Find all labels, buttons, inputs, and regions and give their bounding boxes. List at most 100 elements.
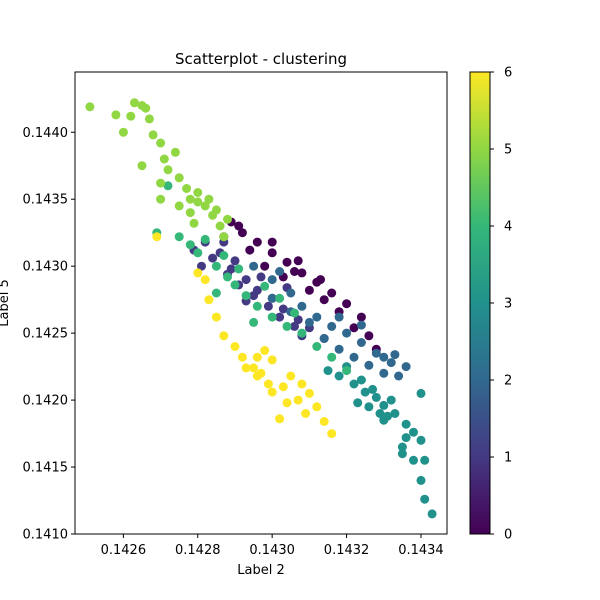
scatter-point: [163, 181, 173, 191]
scatter-point: [319, 334, 329, 343]
scatter-point: [360, 387, 370, 397]
scatter-point: [319, 295, 329, 305]
scatter-point: [267, 387, 277, 397]
scatter-point: [386, 395, 396, 405]
scatter-point: [137, 161, 147, 171]
scatter-point: [193, 248, 203, 258]
scatter-point: [327, 352, 337, 362]
scatter-point: [356, 338, 366, 347]
scatter-point: [356, 320, 366, 330]
scatter-point: [275, 414, 285, 424]
scatter-point: [237, 352, 247, 362]
scatter-point: [256, 272, 266, 282]
scatter-point: [85, 102, 95, 112]
scatter-point: [334, 371, 344, 381]
scatter-point: [394, 371, 404, 381]
scatter-point: [263, 301, 273, 311]
colorbar-ticks: 0 1 2 3 4 5 6: [490, 66, 512, 543]
plot-frame: [74, 71, 448, 535]
scatter-point: [230, 342, 240, 351]
x-tick-label: 0.1430: [249, 543, 295, 558]
scatter-point: [245, 245, 255, 255]
scatter-point: [211, 312, 221, 322]
scatter-point: [219, 251, 229, 260]
scatter-point: [163, 165, 173, 175]
scatter-point: [130, 98, 139, 108]
scatter-point: [356, 375, 366, 385]
scatter-point: [275, 267, 285, 276]
y-tick-label: 0.1410: [23, 528, 69, 543]
scatter-point: [286, 288, 296, 298]
scatter-point: [286, 371, 296, 381]
scatter-point: [416, 475, 426, 485]
scatter-point: [241, 291, 251, 301]
scatter-point: [197, 261, 206, 271]
scatter-point: [156, 194, 166, 204]
scatter-point: [189, 218, 199, 228]
x-tick-label: 0.1426: [101, 543, 147, 558]
scatter-point: [401, 419, 411, 429]
scatter-point: [401, 433, 411, 443]
scatter-point: [249, 291, 259, 301]
scatter-point: [349, 379, 359, 389]
scatter-point: [249, 363, 259, 373]
scatter-point: [185, 194, 195, 204]
scatter-point: [260, 346, 270, 355]
x-axis-ticks: 0.1426 0.1428 0.1430 0.1432 0.1434: [101, 534, 444, 558]
colorbar-tick-label: 0: [504, 528, 512, 543]
scatter-point: [290, 308, 299, 318]
scatter-point: [223, 272, 232, 282]
scatter-point: [416, 388, 426, 398]
colorbar-tick-label: 3: [504, 297, 512, 312]
scatter-point: [230, 256, 240, 266]
y-tick-label: 0.1430: [23, 260, 69, 275]
y-tick-label: 0.1420: [23, 394, 69, 409]
scatter-point: [170, 147, 180, 157]
x-tick-label: 0.1428: [175, 543, 221, 558]
scatter-point: [275, 312, 285, 322]
scatter-point: [386, 358, 396, 368]
scatter-point: [211, 261, 221, 271]
scatter-point: [427, 509, 437, 519]
scatter-point: [334, 344, 344, 354]
scatter-point: [263, 379, 273, 389]
scatter-point: [420, 455, 430, 465]
scatter-point: [371, 348, 381, 358]
scatter-point: [397, 449, 407, 459]
scatter-point: [290, 321, 299, 331]
scatter-point: [204, 295, 214, 305]
scatter-point: [297, 301, 307, 311]
scatter-point: [200, 234, 210, 244]
scatter-point: [200, 201, 210, 211]
scatter-point: [327, 429, 337, 439]
y-tick-label: 0.1435: [23, 193, 69, 208]
scatter-point: [159, 154, 169, 164]
scatter-point: [241, 275, 251, 285]
scatter-point: [204, 194, 214, 204]
scatter-point: [282, 257, 292, 267]
scatter-point: [297, 268, 307, 278]
scatter-point: [208, 253, 218, 263]
scatter-point: [211, 288, 221, 298]
scatter-point: [174, 201, 184, 211]
scatter-point: [267, 312, 277, 322]
scatter-point: [111, 110, 121, 120]
scatter-point: [297, 328, 307, 338]
scatter-point: [316, 275, 325, 285]
scatter-point: [319, 417, 329, 426]
colorbar-tick-label: 5: [504, 143, 512, 158]
scatter-point: [260, 281, 270, 291]
scatter-point: [193, 188, 203, 197]
scatter-point: [185, 208, 195, 218]
scatter-point: [152, 232, 162, 242]
scatter-point: [185, 240, 195, 250]
scatter-point: [301, 409, 311, 418]
scatter-point: [323, 366, 333, 376]
scatter-point: [234, 221, 244, 231]
y-tick-label: 0.1440: [23, 126, 69, 141]
y-axis-label: Label 5: [0, 279, 12, 326]
scatter-point: [249, 261, 259, 271]
scatter-point: [267, 355, 277, 365]
scatter-point: [223, 214, 232, 224]
scatter-point: [401, 362, 411, 372]
